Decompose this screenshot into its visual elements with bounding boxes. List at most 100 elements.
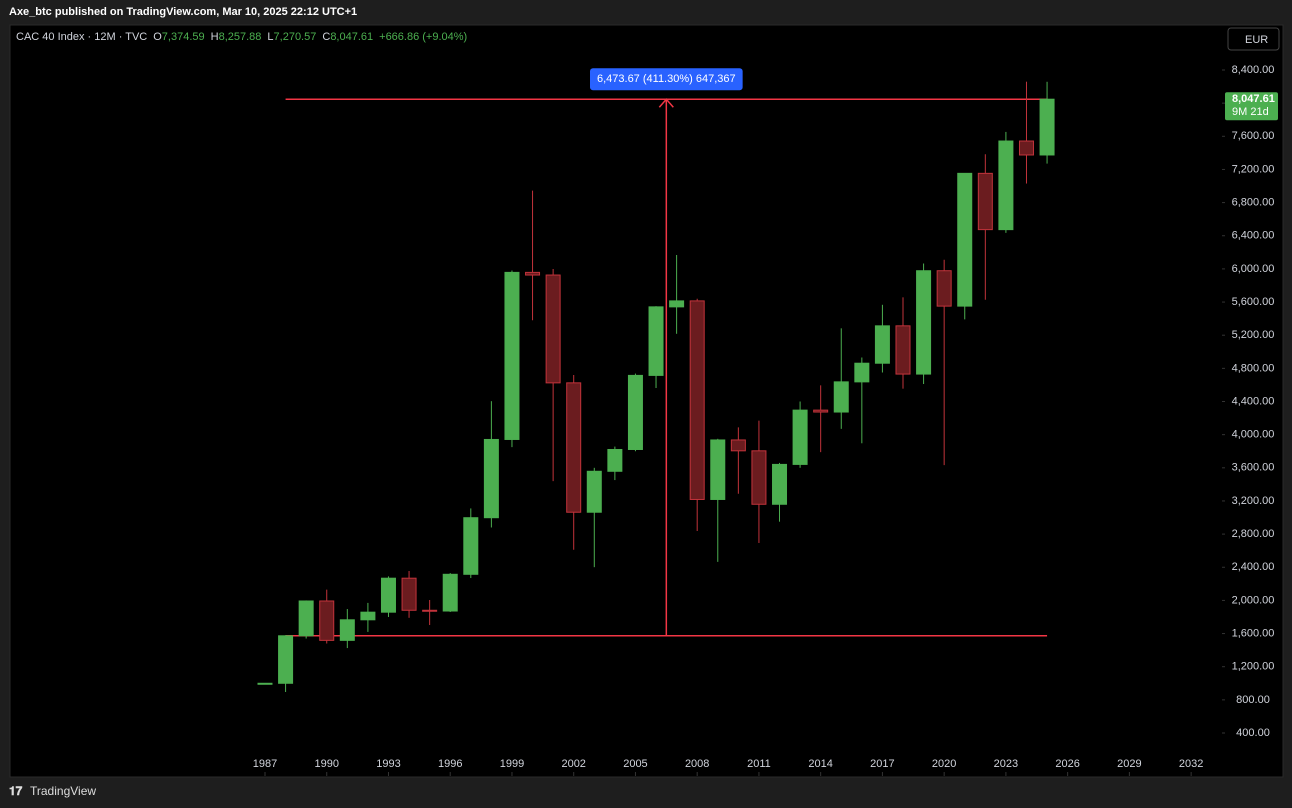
x-tick-label: 1987 bbox=[253, 758, 277, 770]
y-tick-label: 5,600.00 bbox=[1232, 296, 1275, 308]
y-tick-label: 4,800.00 bbox=[1232, 362, 1275, 374]
candle-body bbox=[998, 140, 1014, 231]
price-badge bbox=[1225, 92, 1278, 121]
legend-value: 7,270.57 bbox=[274, 31, 317, 43]
y-tick-label: 1,600.00 bbox=[1232, 627, 1275, 639]
candle-body bbox=[833, 381, 849, 413]
candle-body bbox=[916, 270, 932, 375]
legend-key: C bbox=[322, 31, 330, 43]
candle-body bbox=[298, 600, 314, 637]
legend-value: 7,374.59 bbox=[162, 31, 205, 43]
x-tick-label: 1996 bbox=[438, 758, 462, 770]
x-tick-label: 2011 bbox=[747, 758, 771, 770]
x-tick-label: 2023 bbox=[994, 758, 1018, 770]
candle-body bbox=[525, 271, 541, 276]
y-tick-label: 7,600.00 bbox=[1232, 130, 1275, 142]
y-tick-label: 5,200.00 bbox=[1232, 329, 1275, 341]
x-tick-label: 2017 bbox=[870, 758, 894, 770]
y-tick-label: 3,600.00 bbox=[1232, 462, 1275, 474]
candle-body bbox=[422, 609, 438, 612]
candle-body bbox=[854, 362, 870, 383]
candle-body bbox=[401, 577, 417, 611]
candle-body bbox=[339, 619, 355, 641]
candle-body bbox=[730, 439, 746, 452]
candle-body bbox=[936, 270, 952, 307]
x-tick-label: 1993 bbox=[376, 758, 400, 770]
y-tick-label: 6,800.00 bbox=[1232, 197, 1275, 209]
candle-body bbox=[483, 438, 499, 519]
candle-body bbox=[545, 274, 561, 384]
x-tick-label: 2014 bbox=[808, 758, 832, 770]
measure-label-box bbox=[589, 68, 743, 91]
candle-body bbox=[1018, 140, 1034, 156]
countdown: 9M 21d bbox=[1232, 106, 1269, 118]
measure-arrow bbox=[658, 98, 674, 108]
candle-body bbox=[895, 325, 911, 375]
candle-body bbox=[463, 517, 479, 575]
x-tick-label: 2005 bbox=[623, 758, 647, 770]
y-tick-label: 6,400.00 bbox=[1232, 230, 1275, 242]
y-tick-label: 2,400.00 bbox=[1232, 561, 1275, 573]
y-tick-label: 2,800.00 bbox=[1232, 528, 1275, 540]
legend-change: +666.86 (+9.04%) bbox=[379, 31, 467, 43]
y-tick-label: 4,400.00 bbox=[1232, 395, 1275, 407]
candle-body bbox=[977, 172, 993, 231]
candle-body bbox=[257, 682, 273, 685]
y-tick-label: 800.00 bbox=[1236, 694, 1270, 706]
y-tick-label: 400.00 bbox=[1236, 727, 1270, 739]
candle-body bbox=[360, 611, 376, 621]
chart-title: CAC 40 Index · 12M · TVC bbox=[16, 31, 147, 43]
candle-body bbox=[751, 450, 767, 505]
candle-body bbox=[504, 271, 520, 440]
candle-body bbox=[874, 325, 890, 364]
legend-key: H bbox=[211, 31, 219, 43]
candle-body bbox=[319, 600, 335, 641]
candle-body bbox=[1039, 98, 1055, 156]
candle-body bbox=[813, 409, 829, 413]
ohlc-legend: O 7,374.59 H 8,257.88 L 7,270.57 C 8,047.61 +666… bbox=[153, 31, 467, 43]
candle-body bbox=[380, 577, 396, 613]
candle-body bbox=[669, 300, 685, 308]
candle-body bbox=[648, 306, 664, 376]
currency: EUR bbox=[1245, 34, 1268, 46]
candle-body bbox=[566, 382, 582, 513]
y-tick-label: 3,200.00 bbox=[1232, 495, 1275, 507]
legend-value: 8,257.88 bbox=[219, 31, 262, 43]
x-tick-label: 2002 bbox=[561, 758, 585, 770]
legend-key: O bbox=[153, 31, 162, 43]
x-tick-label: 2026 bbox=[1055, 758, 1079, 770]
x-tick-label: 1999 bbox=[500, 758, 524, 770]
x-tick-label: 2008 bbox=[685, 758, 709, 770]
brand-icon: 𝟏𝟕 bbox=[9, 784, 23, 798]
price-badge-label: 8,047.61 bbox=[1232, 93, 1275, 105]
y-tick-label: 8,400.00 bbox=[1232, 64, 1275, 76]
currency-box[interactable] bbox=[1227, 27, 1280, 51]
candle-body bbox=[627, 374, 643, 450]
legend-key: L bbox=[267, 31, 273, 43]
header: Axe_btc published on TradingView.com, Ma… bbox=[9, 6, 357, 18]
y-tick-label: 2,000.00 bbox=[1232, 594, 1275, 606]
candle-body bbox=[278, 635, 294, 684]
y-tick-label: 7,200.00 bbox=[1232, 163, 1275, 175]
x-tick-label: 2020 bbox=[932, 758, 956, 770]
x-tick-label: 2029 bbox=[1117, 758, 1141, 770]
measure-label: 6,473.67 (411.30%) 647,367 bbox=[597, 73, 736, 85]
candle-body bbox=[957, 172, 973, 307]
brand: TradingView bbox=[30, 784, 96, 798]
candle-body bbox=[586, 470, 602, 513]
x-tick-label: 2032 bbox=[1179, 758, 1203, 770]
candle-body bbox=[689, 300, 705, 500]
y-tick-label: 4,000.00 bbox=[1232, 429, 1275, 441]
chart-pane bbox=[9, 24, 1284, 778]
candle-body bbox=[792, 409, 808, 465]
candle-body bbox=[772, 463, 788, 505]
legend-value: 8,047.61 bbox=[330, 31, 373, 43]
candle-body bbox=[442, 573, 458, 612]
x-tick-label: 1990 bbox=[314, 758, 338, 770]
y-tick-label: 6,000.00 bbox=[1232, 263, 1275, 275]
candle-body bbox=[710, 439, 726, 500]
y-tick-label: 1,200.00 bbox=[1232, 661, 1275, 673]
candle-body bbox=[607, 448, 623, 472]
